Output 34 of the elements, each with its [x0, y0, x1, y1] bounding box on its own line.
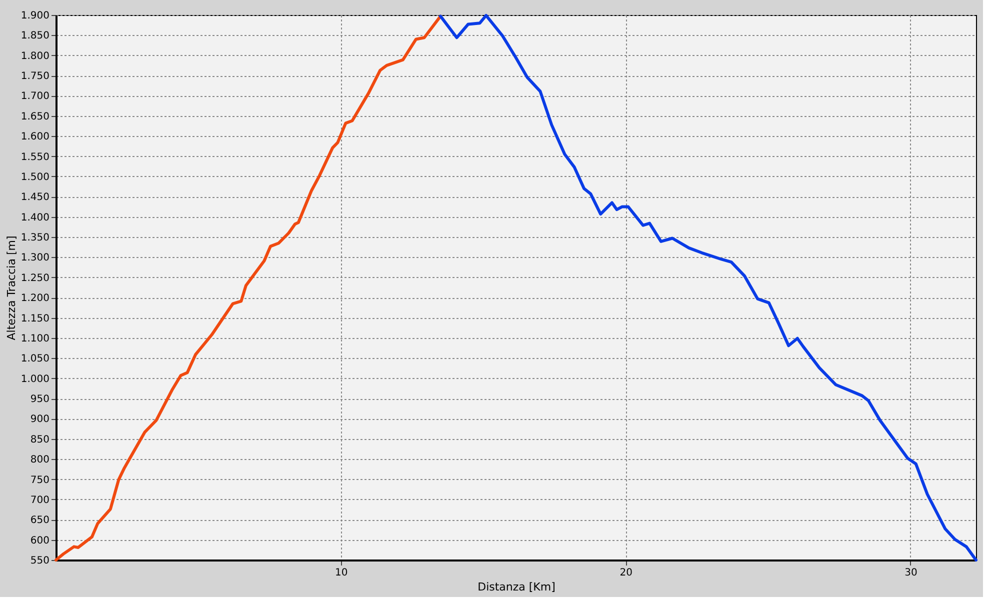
y-tick-label: 900 [30, 414, 50, 426]
y-tick-label: 1.400 [20, 212, 50, 224]
y-axis-title: Altezza Traccia [m] [4, 236, 18, 340]
x-axis-title: Distanza [Km] [478, 580, 556, 594]
y-tick-label: 1.300 [20, 252, 50, 264]
y-tick-label: 700 [30, 494, 50, 506]
y-tick-label: 950 [30, 394, 50, 406]
y-tick-label: 1.200 [20, 293, 50, 304]
y-tick-label: 1.050 [20, 354, 50, 365]
y-tick-label: 1.500 [20, 172, 50, 183]
y-tick-label: 650 [30, 515, 50, 526]
y-tick-label: 1.100 [20, 333, 50, 344]
y-tick-label: 750 [30, 474, 50, 486]
y-tick-label: 850 [30, 434, 50, 446]
x-tick-label: 10 [334, 568, 348, 578]
y-tick-label: 1.600 [20, 132, 50, 143]
y-tick-label: 1.450 [20, 192, 50, 204]
x-tick-label: 20 [620, 568, 633, 578]
y-tick-label: 1.800 [20, 50, 50, 62]
line-series [439, 14, 978, 562]
y-tick-label: 1.150 [20, 313, 50, 324]
y-tick-label: 1.900 [20, 10, 50, 22]
y-tick-label: 1.350 [20, 232, 50, 244]
y-tick-label: 600 [30, 535, 50, 546]
x-tick-label: 30 [904, 568, 918, 578]
y-tick-label: 1.850 [20, 30, 50, 42]
y-tick-label: 1.750 [20, 71, 50, 82]
y-tick-label: 1.700 [20, 91, 50, 102]
y-tick-label: 1.250 [20, 272, 50, 284]
y-tick-label: 800 [30, 454, 50, 466]
y-tick-label: 1.550 [20, 152, 50, 163]
y-tick-label: 550 [30, 556, 50, 566]
y-tick-label: 1.000 [20, 374, 50, 385]
y-tick-label: 1.650 [20, 111, 50, 122]
